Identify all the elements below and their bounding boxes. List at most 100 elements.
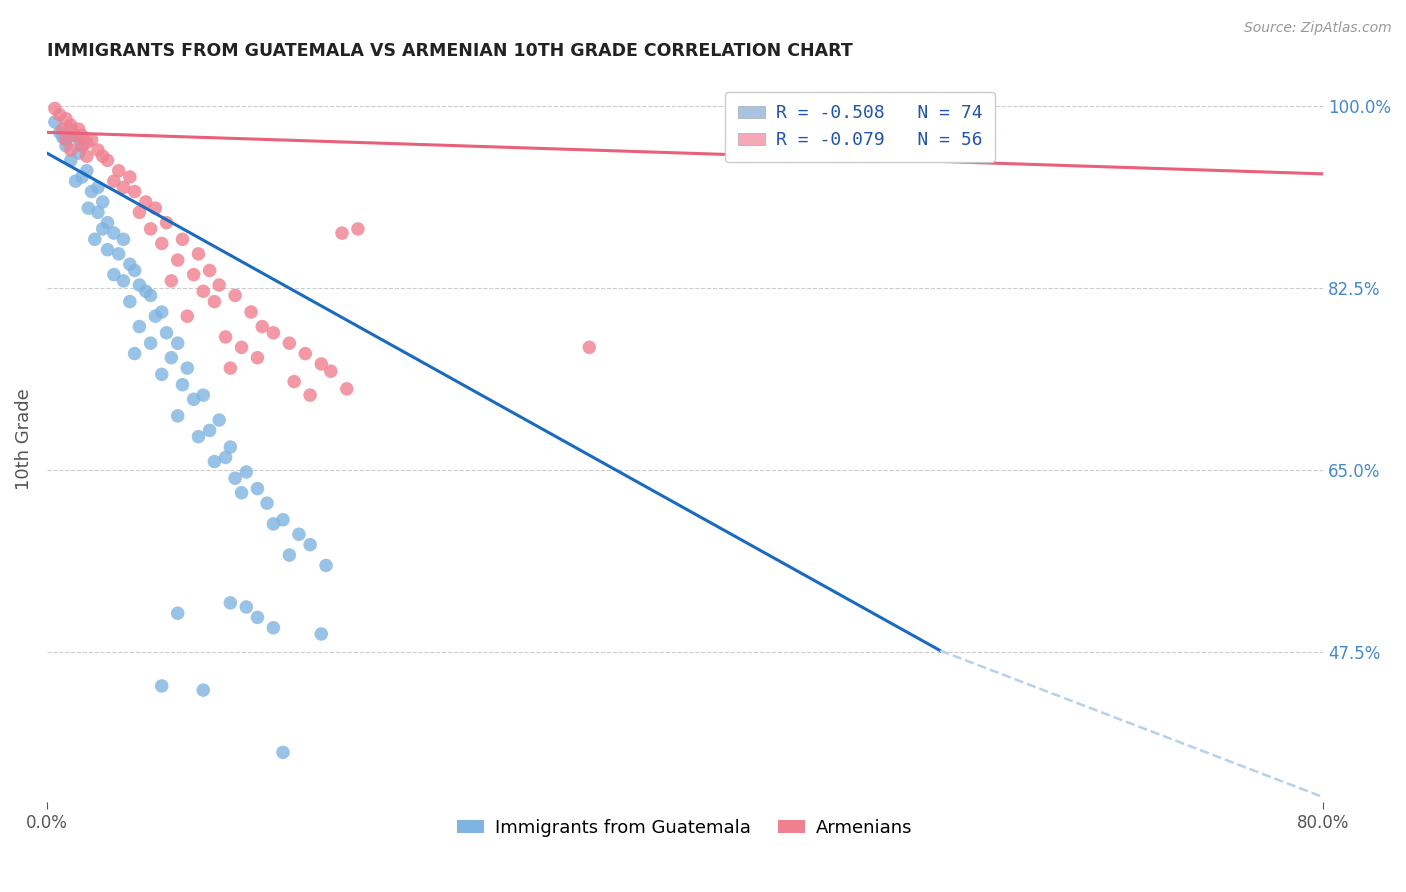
Text: Source: ZipAtlas.com: Source: ZipAtlas.com: [1244, 21, 1392, 35]
Point: [44, 102, 66, 116]
Point: [246, 351, 269, 365]
Point: [76, 149, 98, 163]
Point: [214, 330, 236, 344]
Point: [48, 125, 70, 139]
Point: [65, 128, 87, 143]
Text: IMMIGRANTS FROM GUATEMALA VS ARMENIAN 10TH GRADE CORRELATION CHART: IMMIGRANTS FROM GUATEMALA VS ARMENIAN 10…: [46, 42, 852, 60]
Point: [278, 548, 301, 562]
Point: [128, 205, 150, 219]
Point: [65, 128, 87, 143]
Point: [155, 216, 177, 230]
Point: [240, 305, 263, 319]
Point: [128, 278, 150, 293]
Point: [77, 201, 100, 215]
Point: [135, 285, 157, 299]
Point: [187, 430, 209, 444]
Point: [347, 222, 370, 236]
Point: [70, 169, 93, 184]
Point: [55, 112, 77, 126]
Point: [128, 319, 150, 334]
Point: [112, 274, 135, 288]
Point: [96, 243, 118, 257]
Point: [288, 527, 311, 541]
Point: [172, 377, 194, 392]
Point: [193, 388, 215, 402]
Point: [311, 357, 333, 371]
Point: [160, 274, 183, 288]
Point: [311, 627, 333, 641]
Point: [262, 326, 284, 340]
Point: [80, 133, 103, 147]
Point: [224, 288, 246, 302]
Point: [294, 346, 316, 360]
Point: [150, 236, 173, 251]
Point: [202, 294, 225, 309]
Point: [96, 216, 118, 230]
Point: [103, 226, 125, 240]
Point: [83, 232, 105, 246]
Point: [166, 336, 188, 351]
Point: [252, 319, 274, 334]
Point: [52, 130, 75, 145]
Point: [193, 683, 215, 698]
Point: [166, 606, 188, 620]
Point: [150, 305, 173, 319]
Y-axis label: 10th Grade: 10th Grade: [15, 388, 32, 490]
Point: [67, 133, 90, 147]
Point: [59, 153, 82, 168]
Point: [44, 115, 66, 129]
Point: [219, 440, 242, 454]
Point: [187, 247, 209, 261]
Point: [135, 194, 157, 209]
Point: [112, 180, 135, 194]
Point: [283, 375, 305, 389]
Point: [155, 326, 177, 340]
Point: [118, 257, 141, 271]
Point: [208, 278, 231, 293]
Point: [80, 185, 103, 199]
Point: [160, 351, 183, 365]
Point: [231, 340, 253, 354]
Point: [235, 599, 257, 614]
Point: [183, 268, 205, 282]
Point: [67, 146, 90, 161]
Point: [330, 226, 353, 240]
Point: [246, 482, 269, 496]
Point: [235, 465, 257, 479]
Point: [124, 346, 146, 360]
Point: [150, 679, 173, 693]
Point: [91, 222, 114, 236]
Point: [65, 174, 87, 188]
Point: [262, 621, 284, 635]
Point: [70, 138, 93, 153]
Point: [278, 336, 301, 351]
Point: [107, 163, 129, 178]
Point: [103, 268, 125, 282]
Point: [139, 222, 162, 236]
Point: [145, 201, 167, 215]
Point: [76, 163, 98, 178]
Point: [578, 340, 600, 354]
Point: [55, 133, 77, 147]
Point: [124, 185, 146, 199]
Point: [299, 388, 322, 402]
Point: [87, 205, 110, 219]
Point: [103, 174, 125, 188]
Point: [271, 513, 294, 527]
Point: [139, 288, 162, 302]
Point: [231, 485, 253, 500]
Point: [219, 361, 242, 376]
Point: [262, 516, 284, 531]
Point: [107, 247, 129, 261]
Point: [336, 382, 359, 396]
Point: [183, 392, 205, 407]
Point: [176, 309, 198, 323]
Point: [91, 194, 114, 209]
Point: [271, 746, 294, 760]
Point: [166, 253, 188, 268]
Point: [55, 138, 77, 153]
Point: [208, 413, 231, 427]
Point: [246, 610, 269, 624]
Point: [96, 153, 118, 168]
Point: [150, 368, 173, 382]
